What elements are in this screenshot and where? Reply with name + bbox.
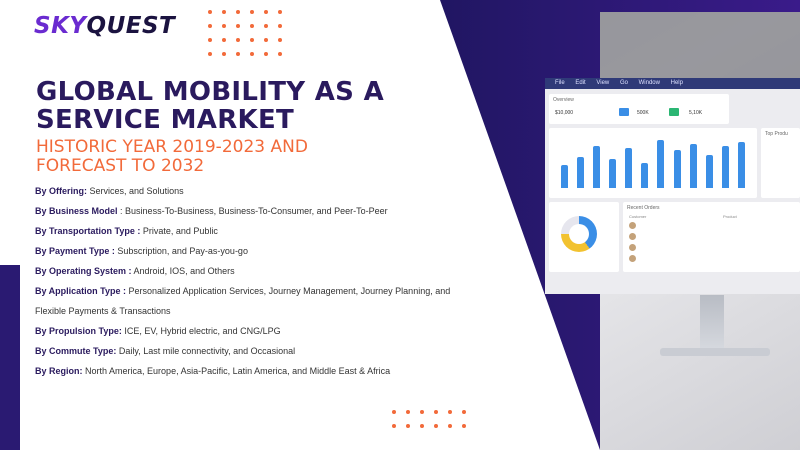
- segment-label: By Propulsion Type:: [35, 326, 122, 336]
- menu-item: Go: [619, 80, 628, 86]
- mini-bar: [593, 146, 601, 188]
- menu-item: File: [555, 80, 565, 86]
- mini-bar: [737, 142, 745, 188]
- stat-icon: [619, 108, 629, 116]
- mini-bar: [609, 159, 617, 188]
- segment-value: Flexible Payments & Transactions: [35, 306, 171, 316]
- segment-region: By Region: North America, Europe, Asia-P…: [35, 361, 480, 381]
- segment-value: Private, and Public: [142, 226, 218, 236]
- order-row: [629, 233, 794, 241]
- segment-value: Services, and Solutions: [89, 186, 184, 196]
- monitor-menu-bar: File Edit View Go Window Help: [545, 78, 800, 89]
- menu-item: Help: [670, 80, 683, 86]
- mini-bar: [721, 146, 729, 188]
- dashboard-monitor-image: File Edit View Go Window Help Overview $…: [545, 78, 800, 294]
- segment-commute-type: By Commute Type: Daily, Last mile connec…: [35, 341, 480, 361]
- overview-label: Overview: [553, 97, 574, 103]
- recent-orders-panel: Recent Orders Customer Product: [623, 202, 800, 272]
- segment-offering: By Offering: Services, and Solutions: [35, 181, 480, 201]
- segment-label: By Offering:: [35, 186, 88, 196]
- stat-value: 5,10K: [689, 110, 703, 116]
- segment-application-type: By Application Type : Personalized Appli…: [35, 281, 480, 301]
- mini-bar: [641, 163, 649, 188]
- avatar: [629, 233, 636, 240]
- recent-orders-label: Recent Orders: [627, 205, 660, 211]
- order-row: [629, 222, 794, 230]
- segment-business-model: By Business Model : Business-To-Business…: [35, 201, 480, 221]
- segment-label: By Region:: [35, 366, 83, 376]
- avatar: [629, 244, 636, 251]
- segment-label: By Application Type :: [35, 286, 127, 296]
- skyquest-logo: SKYQUEST: [34, 13, 175, 39]
- stat-value: $10,000: [555, 110, 574, 116]
- segment-value: Subscription, and Pay-as-you-go: [117, 246, 248, 256]
- order-row: [629, 255, 794, 263]
- segment-propulsion-type: By Propulsion Type: ICE, EV, Hybrid elec…: [35, 321, 480, 341]
- mini-bar: [689, 144, 697, 188]
- segment-value: North America, Europe, Asia-Pacific, Lat…: [85, 366, 391, 376]
- stat-value: 500K: [637, 110, 649, 116]
- top-products-label: Top Produ: [765, 131, 788, 137]
- column-customer: Customer: [629, 214, 647, 219]
- mini-bar: [561, 165, 568, 188]
- menu-item: View: [596, 80, 610, 86]
- segment-label: By Operating System :: [35, 266, 132, 276]
- avatar: [629, 222, 636, 229]
- segment-payment-type: By Payment Type : Subscription, and Pay-…: [35, 241, 480, 261]
- report-subtitle: HISTORIC YEAR 2019-2023 AND FORECAST TO …: [36, 137, 308, 176]
- decorative-dot-grid-top: [208, 10, 282, 56]
- report-title: GLOBAL MOBILITY AS A SERVICE MARKET: [36, 77, 384, 135]
- logo-quest-text: QUEST: [86, 13, 176, 39]
- donut-chart: [561, 216, 597, 252]
- segment-label: By Transportation Type :: [35, 226, 141, 236]
- top-products-panel: Top Produ: [761, 128, 800, 198]
- monitor-stand: [700, 295, 724, 350]
- avatar: [629, 255, 636, 262]
- segment-value: : Business-To-Business, Business-To-Cons…: [120, 206, 388, 216]
- segment-label: By Payment Type :: [35, 246, 115, 256]
- logo-sky-text: SKY: [34, 13, 87, 39]
- overview-panel: Overview $10,000 500K 5,10K: [549, 94, 729, 124]
- donut-panel: [549, 202, 619, 272]
- menu-item: Edit: [575, 80, 586, 86]
- mini-bar: [577, 157, 585, 188]
- segment-value: ICE, EV, Hybrid electric, and CNG/LPG: [124, 326, 281, 336]
- segment-value: Personalized Application Services, Journ…: [128, 286, 451, 296]
- mini-bar: [625, 148, 633, 188]
- segment-label: By Business Model: [35, 206, 118, 216]
- menu-item: Window: [638, 80, 660, 86]
- stat-icon: [669, 108, 679, 116]
- decorative-dot-grid-bottom: [392, 410, 466, 428]
- segment-label: By Commute Type:: [35, 346, 117, 356]
- mini-bar: [705, 155, 713, 188]
- mini-bar-chart: [561, 138, 745, 188]
- segment-value: Android, IOS, and Others: [133, 266, 235, 276]
- monitor-base: [660, 348, 770, 356]
- segment-value: Daily, Last mile connectivity, and Occas…: [118, 346, 296, 356]
- mini-bar: [657, 140, 665, 188]
- order-row: [629, 244, 794, 252]
- segment-application-type-continued: Flexible Payments & Transactions: [35, 301, 480, 321]
- segment-transportation-type: By Transportation Type : Private, and Pu…: [35, 221, 480, 241]
- segment-operating-system: By Operating System : Android, IOS, and …: [35, 261, 480, 281]
- column-product: Product: [723, 214, 737, 219]
- mini-bar: [673, 150, 681, 188]
- bar-chart-panel: [549, 128, 757, 198]
